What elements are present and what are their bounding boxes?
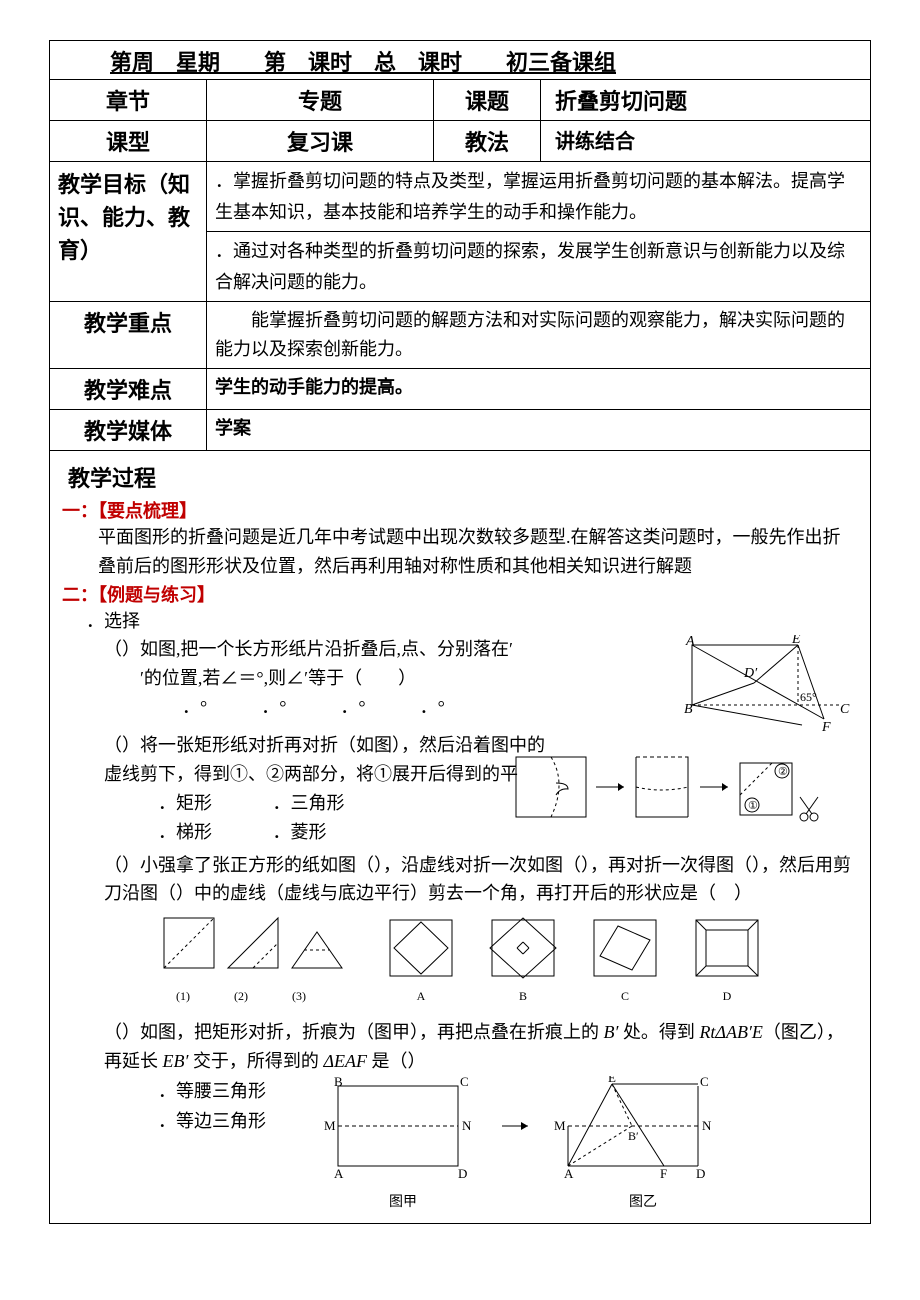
q4a-C: C xyxy=(460,1076,469,1089)
section1-head: 一：【要点梳理】 xyxy=(62,497,858,523)
q4-options: ．等腰三角形 ．等边三角形 xyxy=(158,1076,308,1137)
q1-figure: A E B C D′ F 65° xyxy=(672,635,852,735)
q2-opt-a: ．矩形 xyxy=(158,789,268,818)
scissors-icon xyxy=(800,797,818,821)
q1-label-B: B xyxy=(684,702,693,717)
q3-label-B: B xyxy=(484,989,562,1004)
section2-head: 二：【例题与练习】 xyxy=(62,581,858,607)
q1-opt-c: ．° xyxy=(340,693,365,719)
q4b-F: F xyxy=(660,1166,667,1181)
q3-sub-2: (2) xyxy=(234,989,248,1004)
q3-choice-D: D xyxy=(688,912,766,1004)
q1-label-C: C xyxy=(840,702,850,717)
cell-zhuanti: 专题 xyxy=(207,80,434,121)
q1-block: （）如图,把一个长方形纸片沿折叠后,点、分别落在′ ′的位置,若∠＝°,则∠′等… xyxy=(62,635,858,725)
q4-fig-jia: B C M N A D 图甲 xyxy=(318,1076,488,1211)
q3-figures: (1) (2) (3) A xyxy=(62,912,858,1004)
q4-cap-yi: 图乙 xyxy=(548,1191,738,1211)
q1-opt-a: ．° xyxy=(182,693,207,719)
q4b-M: M xyxy=(554,1118,566,1133)
q4-opt-b: ．等边三角形 xyxy=(158,1106,308,1137)
q4-opt-a: ．等腰三角形 xyxy=(158,1076,308,1107)
label-keypoint: 教学重点 xyxy=(50,302,207,369)
q2-opt-c: ．梯形 xyxy=(158,818,268,847)
q3-choice-B: B xyxy=(484,912,562,1004)
q3-label-C: C xyxy=(586,989,664,1004)
meta-row-diff: 教学难点 学生的动手能力的提高。 xyxy=(50,368,870,409)
q4b-N: N xyxy=(702,1118,712,1133)
q2-block: （）将一张矩形纸对折再对折（如图），然后沿着图中的虚线剪下，得到①、②两部分，将… xyxy=(62,731,858,846)
q4-block: （）如图，把矩形对折，折痕为（图甲），再把点叠在折痕上的 B′ 处。得到 RtΔ… xyxy=(62,1018,858,1211)
cell-goal-1: ．掌握折叠剪切问题的特点及类型，掌握运用折叠剪切问题的基本解法。提高学生基本知识… xyxy=(207,162,871,232)
q4b-C: C xyxy=(700,1076,709,1089)
process-title: 教学过程 xyxy=(62,459,858,497)
label-class-type: 课型 xyxy=(50,121,207,162)
q3-sub-3: (3) xyxy=(292,989,306,1004)
cell-goal-2: ．通过对各种类型的折叠剪切问题的探索，发展学生创新意识与创新能力以及综合解决问题… xyxy=(207,232,871,302)
q3-sub-1: (1) xyxy=(176,989,190,1004)
q1-label-A: A xyxy=(685,635,695,649)
q1-label-E: E xyxy=(791,635,801,647)
q2-opt-d: ．菱形 xyxy=(273,822,327,842)
meta-row-chapter: 章节 专题 课题 折叠剪切问题 xyxy=(50,80,870,121)
q3-label-D: D xyxy=(688,989,766,1004)
q3-stem: （）小强拿了张正方形的纸如图（），沿虚线对折一次如图（），再对折一次得图（），然… xyxy=(62,851,858,909)
arrow-icon xyxy=(498,1076,538,1186)
cell-difficulty: 学生的动手能力的提高。 xyxy=(207,368,871,409)
cell-keypoint: 能掌握折叠剪切问题的解题方法和对实际问题的观察能力，解决实际问题的能力以及探索创… xyxy=(207,302,871,369)
cell-keti-label: 课题 xyxy=(434,80,541,121)
cell-method: 讲练结合 xyxy=(541,121,871,162)
q1-angle-label: 65° xyxy=(800,690,817,704)
q1-opt-b: ．° xyxy=(261,693,286,719)
page-header-line: 第周 星期 第 课时 总 课时 初三备课组 xyxy=(50,41,870,79)
meta-row-type: 课型 复习课 教法 讲练结合 xyxy=(50,121,870,162)
label-difficulty: 教学难点 xyxy=(50,368,207,409)
cell-topic: 折叠剪切问题 xyxy=(541,80,871,121)
q2-opt-b: ．三角形 xyxy=(273,793,345,813)
meta-table: 章节 专题 课题 折叠剪切问题 课型 复习课 教法 讲练结合 教学目标（知识、能… xyxy=(50,79,870,451)
q4-cap-jia: 图甲 xyxy=(318,1191,488,1211)
q1-label-Dp: D′ xyxy=(743,666,758,681)
label-chapter: 章节 xyxy=(50,80,207,121)
q1-opt-d: ．° xyxy=(420,693,445,719)
cell-review: 复习课 xyxy=(207,121,434,162)
q4a-N: N xyxy=(462,1118,472,1133)
meta-row-goal: 教学目标（知识、能力、教育） ．掌握折叠剪切问题的特点及类型，掌握运用折叠剪切问… xyxy=(50,162,870,232)
meta-row-key: 教学重点 能掌握折叠剪切问题的解题方法和对实际问题的观察能力，解决实际问题的能力… xyxy=(50,302,870,369)
q3-choice-C: C xyxy=(586,912,664,1004)
q2-badge-2: ② xyxy=(778,766,788,778)
lesson-plan-page: 第周 星期 第 课时 总 课时 初三备课组 章节 专题 课题 折叠剪切问题 课型… xyxy=(49,40,871,1224)
q2-figure: ② ① xyxy=(512,749,852,833)
select-label: ．选择 xyxy=(62,607,858,636)
label-goal: 教学目标（知识、能力、教育） xyxy=(50,162,207,302)
q4-stem: （）如图，把矩形对折，折痕为（图甲），再把点叠在折痕上的 B′ 处。得到 RtΔ… xyxy=(62,1018,858,1076)
q3-fig-123: (1) (2) (3) xyxy=(158,912,358,1004)
cell-media: 学案 xyxy=(207,409,871,450)
cell-method-label: 教法 xyxy=(434,121,541,162)
q3-choice-A: A xyxy=(382,912,460,1004)
q4b-E: E xyxy=(608,1076,616,1085)
q4b-Bp: B′ xyxy=(628,1129,639,1143)
section1-text: 平面图形的折叠问题是近几年中考试题中出现次数较多题型.在解答这类问题时，一般先作… xyxy=(62,523,858,581)
q3-block: （）小强拿了张正方形的纸如图（），沿虚线对折一次如图（），再对折一次得图（），然… xyxy=(62,851,858,1005)
q4a-D: D xyxy=(458,1166,467,1181)
q4b-A: A xyxy=(564,1166,574,1181)
q4a-B: B xyxy=(334,1076,343,1089)
meta-row-media: 教学媒体 学案 xyxy=(50,409,870,450)
q4b-D: D xyxy=(696,1166,705,1181)
q4-fig-yi: E C M N B′ A F D 图乙 xyxy=(548,1076,738,1211)
q4a-M: M xyxy=(324,1118,336,1133)
q2-badge-1: ① xyxy=(748,800,758,812)
label-media: 教学媒体 xyxy=(50,409,207,450)
q4a-A: A xyxy=(334,1166,344,1181)
content-body: 教学过程 一：【要点梳理】 平面图形的折叠问题是近几年中考试题中出现次数较多题型… xyxy=(50,451,870,1223)
q3-label-A: A xyxy=(382,989,460,1004)
